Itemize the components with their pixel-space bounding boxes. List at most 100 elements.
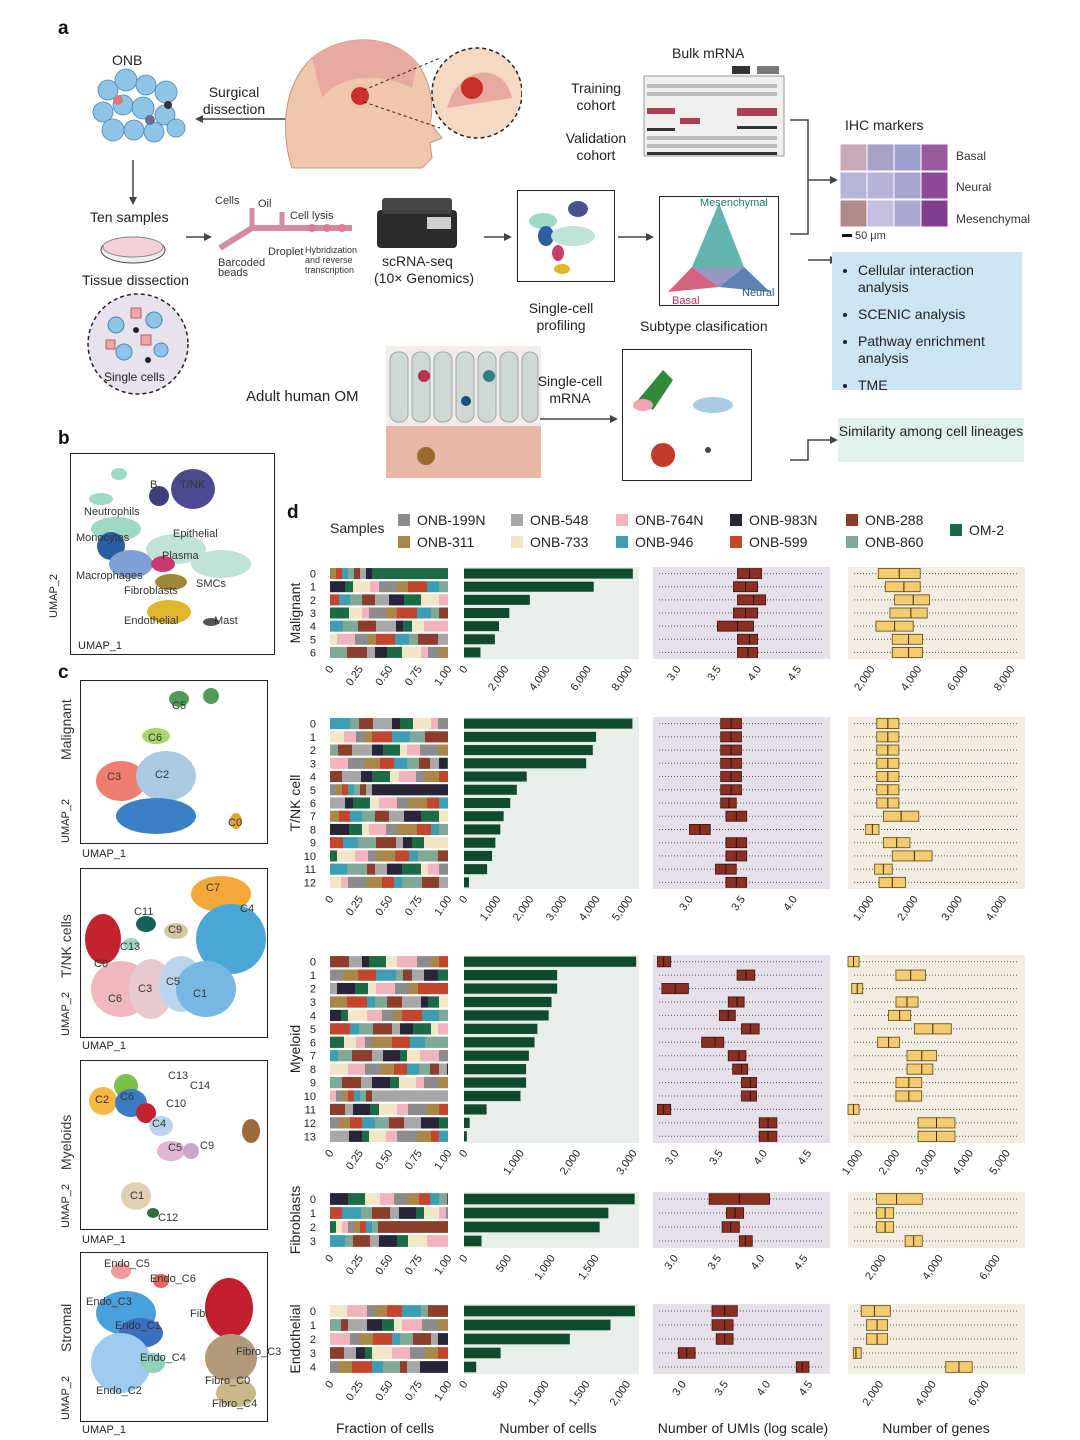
- arrow-right-1: [186, 233, 212, 241]
- fraction-segment: [350, 1117, 362, 1129]
- myeloid-c1: C1: [130, 1190, 145, 1202]
- analysis-item-3: TME: [858, 377, 1022, 394]
- fraction-tick: 0: [323, 894, 336, 906]
- fraction-segment: [439, 797, 448, 809]
- fraction-segment: [416, 1207, 424, 1219]
- fraction-segment: [350, 594, 362, 606]
- fraction-segment: [330, 633, 337, 645]
- fraction-segment: [349, 956, 362, 968]
- fraction-segment: [330, 1235, 345, 1247]
- gene-box: [852, 1347, 862, 1359]
- cluster-tick-label: 3: [310, 1236, 316, 1248]
- fraction-segment: [347, 996, 367, 1008]
- fraction-segment: [376, 633, 395, 645]
- myeloid-c14: C14: [190, 1080, 211, 1092]
- legend-label: ONB-946: [635, 534, 694, 550]
- fraction-segment: [348, 1319, 367, 1331]
- panel-b-letter: b: [58, 428, 70, 449]
- fraction-segment: [367, 1009, 382, 1022]
- fraction-segment: [386, 1130, 397, 1142]
- gene-tick: 6,000: [977, 1253, 1003, 1282]
- myeloid-c13: C13: [168, 1070, 189, 1082]
- fraction-tick: 0.25: [344, 894, 366, 918]
- malignant-umap1: UMAP_1: [82, 848, 127, 860]
- fraction-tick: 0: [323, 1379, 336, 1391]
- stromal-fibro-c0: Fibro_C0: [205, 1375, 251, 1387]
- fraction-segment: [430, 757, 439, 769]
- fraction-segment: [343, 620, 358, 632]
- fraction-segment: [376, 969, 396, 981]
- fraction-segment: [348, 784, 354, 796]
- umi-tick: 4.5: [796, 1148, 815, 1167]
- fraction-segment: [439, 581, 448, 593]
- gene-tick: 2,000: [877, 1148, 903, 1177]
- fraction-segment: [345, 1235, 353, 1247]
- fraction-tick: 0: [323, 664, 336, 676]
- fraction-segment: [424, 1207, 439, 1219]
- fraction-segment: [421, 810, 439, 822]
- cluster-tick-label: 0: [310, 1194, 316, 1206]
- fraction-segment: [330, 1347, 344, 1359]
- fraction-segment: [399, 1076, 416, 1089]
- mesenchymal-small-label: Mesenchymal: [700, 197, 768, 209]
- fraction-segment: [439, 1076, 448, 1089]
- umap-b-label-b: B: [150, 479, 158, 491]
- fraction-segment: [330, 757, 348, 769]
- group-title: Malignant: [287, 583, 303, 644]
- fraction-segment: [362, 594, 375, 606]
- cell-count-bar: [464, 758, 587, 769]
- single-cell-profiling-label: Single-cell profiling: [528, 300, 594, 333]
- fraction-segment: [407, 744, 420, 756]
- cluster-tick-label: 3: [310, 1348, 316, 1360]
- cell-count-bar: [464, 647, 481, 658]
- fraction-segment: [330, 1333, 350, 1345]
- fraction-segment: [420, 1361, 448, 1373]
- single-cells-label: Single cells: [104, 370, 165, 384]
- fraction-segment: [330, 1207, 342, 1219]
- fraction-segment: [380, 1063, 394, 1075]
- fraction-segment: [358, 837, 376, 849]
- fraction-segment: [431, 823, 439, 836]
- cell-count-bar: [464, 877, 469, 888]
- fraction-segment: [345, 797, 353, 809]
- tnk-c3: C3: [138, 983, 153, 995]
- fraction-segment: [330, 1319, 341, 1331]
- fraction-segment: [373, 1333, 392, 1345]
- fraction-segment: [330, 863, 347, 875]
- fraction-segment: [394, 1193, 407, 1205]
- cell-count-tick: 1,000: [526, 1379, 552, 1408]
- umap-b-label-neutrophils: Neutrophils: [84, 506, 140, 518]
- fraction-tick: 1.00: [432, 664, 454, 688]
- fraction-segment: [348, 568, 354, 580]
- cell-count-tick: 0: [457, 664, 470, 676]
- gene-tick: 1,000: [851, 894, 877, 923]
- fraction-tick: 0.75: [403, 664, 425, 688]
- fraction-segment: [400, 718, 413, 730]
- fraction-segment: [438, 969, 448, 981]
- fraction-segment: [373, 1023, 392, 1035]
- legend-item: ONB-599: [730, 534, 807, 550]
- umi-box: [727, 1050, 747, 1062]
- fraction-segment: [428, 996, 439, 1008]
- fraction-segment: [352, 744, 372, 756]
- fraction-segment: [422, 876, 439, 888]
- cell-count-bar: [464, 568, 633, 579]
- legend-swatch: [398, 536, 410, 548]
- fraction-segment: [354, 1221, 360, 1233]
- legend-item: ONB-288: [846, 512, 923, 528]
- legend-label: ONB-983N: [749, 512, 818, 528]
- fraction-segment: [348, 1090, 354, 1102]
- cell-count-bar: [464, 718, 633, 729]
- fraction-segment: [330, 581, 345, 593]
- panel-d-letter: d: [287, 502, 299, 523]
- fraction-segment: [352, 1361, 372, 1373]
- legend-item: ONB-548: [511, 512, 588, 528]
- stromal-umap2: UMAP_2: [60, 1375, 72, 1420]
- cluster-tick-label: 5: [310, 634, 316, 646]
- umi-box: [701, 1036, 725, 1048]
- gene-box: [884, 581, 921, 593]
- cluster-tick-label: 1: [310, 970, 316, 982]
- tnk-c7: C7: [206, 882, 221, 894]
- cell-count-bar: [464, 864, 488, 875]
- fraction-segment: [389, 594, 404, 606]
